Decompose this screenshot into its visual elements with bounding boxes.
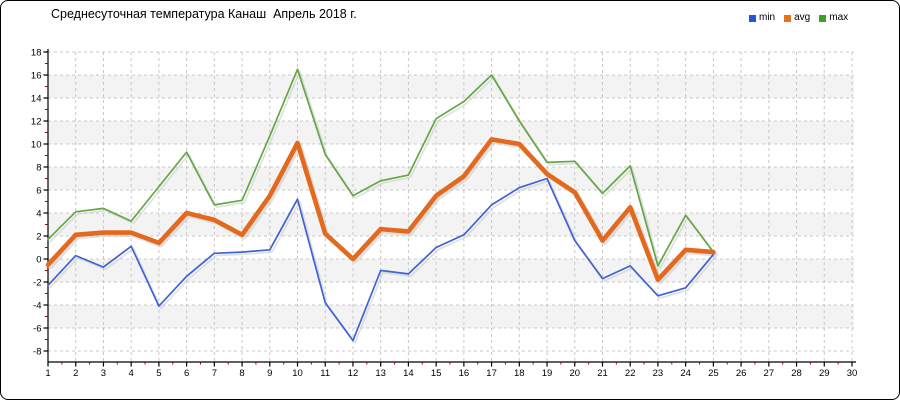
x-tick-label: 13 bbox=[375, 368, 386, 379]
chart-title: Среднесуточная температура Канаш Апрель … bbox=[51, 7, 357, 21]
x-tick-label: 19 bbox=[542, 368, 553, 379]
y-tick-label: 2 bbox=[36, 232, 41, 243]
x-tick-label: 12 bbox=[348, 368, 359, 379]
chart-legend: min avg max bbox=[749, 13, 848, 23]
y-tick-label: -6 bbox=[33, 324, 41, 335]
x-tick-label: 16 bbox=[459, 368, 470, 379]
y-tick-label: -2 bbox=[33, 278, 41, 289]
y-tick-label: 14 bbox=[31, 94, 42, 105]
max-series-line bbox=[47, 68, 715, 267]
y-tick-label: 18 bbox=[31, 48, 42, 59]
legend-swatch-max bbox=[819, 14, 827, 22]
x-tick-label: 8 bbox=[239, 368, 244, 379]
x-tick-label: 26 bbox=[736, 368, 747, 379]
y-tick-label: 0 bbox=[36, 255, 41, 266]
x-tick-label: 27 bbox=[764, 368, 775, 379]
legend-label: min bbox=[759, 12, 776, 23]
min-line-shadow bbox=[49, 179, 717, 344]
x-tick-label: 24 bbox=[680, 368, 691, 379]
plot-stripe bbox=[48, 121, 854, 144]
legend-label: avg bbox=[794, 12, 811, 23]
x-tick-label: 2 bbox=[73, 368, 78, 379]
x-tick-label: 9 bbox=[267, 368, 272, 379]
legend-item-max: max bbox=[819, 13, 848, 23]
avg-series-line bbox=[45, 137, 716, 283]
y-tick-label: -4 bbox=[33, 301, 41, 312]
legend-label: max bbox=[829, 12, 849, 23]
x-tick-label: 11 bbox=[320, 368, 330, 379]
legend-item-min: min bbox=[749, 13, 775, 23]
plot-stripe bbox=[48, 75, 854, 98]
x-tick-label: 17 bbox=[486, 368, 497, 379]
x-tick-label: 10 bbox=[292, 368, 303, 379]
x-tick-label: 30 bbox=[847, 368, 858, 379]
x-tick-label: 3 bbox=[101, 368, 106, 379]
x-tick-label: 28 bbox=[791, 368, 802, 379]
x-tick-label: 23 bbox=[653, 368, 664, 379]
legend-swatch-avg bbox=[784, 14, 792, 22]
x-tick-label: 15 bbox=[431, 368, 442, 379]
x-tick-label: 7 bbox=[212, 368, 217, 379]
x-tick-label: 22 bbox=[625, 368, 636, 379]
y-tick-label: 4 bbox=[36, 209, 41, 220]
y-tick-label: 10 bbox=[31, 140, 42, 151]
y-tick-label: 8 bbox=[36, 163, 41, 174]
legend-item-avg: avg bbox=[784, 13, 810, 23]
plot-stripe bbox=[48, 305, 854, 328]
x-tick-label: 14 bbox=[403, 368, 414, 379]
x-tick-label: 29 bbox=[819, 368, 830, 379]
x-tick-label: 5 bbox=[156, 368, 161, 379]
y-tick-label: -8 bbox=[33, 347, 41, 358]
x-tick-label: 1 bbox=[45, 368, 50, 379]
y-tick-label: 12 bbox=[31, 117, 42, 128]
x-tick-label: 25 bbox=[708, 368, 719, 379]
min-series-line bbox=[47, 177, 715, 342]
y-tick-label: 6 bbox=[36, 186, 41, 197]
max-line-shadow bbox=[49, 70, 717, 269]
legend-swatch-min bbox=[749, 14, 756, 22]
y-tick-label: 16 bbox=[31, 71, 42, 82]
x-tick-label: 21 bbox=[597, 368, 608, 379]
plot-stripe bbox=[48, 259, 854, 282]
x-tick-label: 20 bbox=[569, 368, 580, 379]
x-tick-label: 6 bbox=[184, 368, 189, 379]
x-tick-label: 18 bbox=[514, 368, 525, 379]
x-tick-label: 4 bbox=[129, 368, 134, 379]
